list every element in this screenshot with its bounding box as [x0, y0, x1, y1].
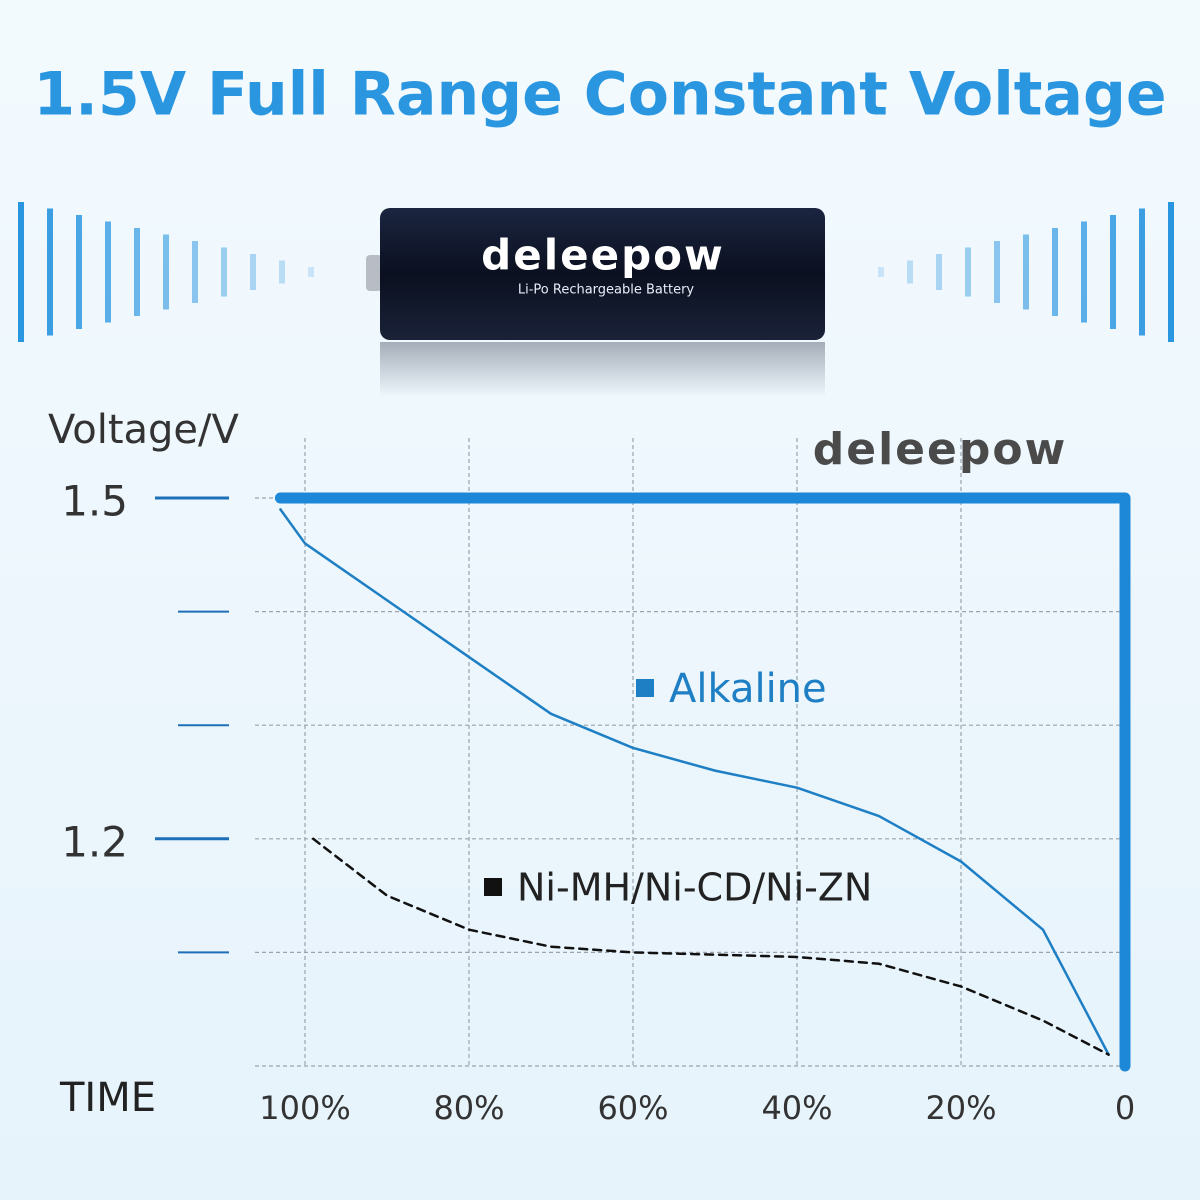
title: 1.5V Full Range Constant Voltage — [33, 60, 1166, 130]
signal-bar — [18, 202, 24, 342]
x-tick-label: 100% — [259, 1089, 350, 1127]
battery: deleepow Li-Po Rechargeable Battery — [366, 208, 825, 397]
battery-brand: deleepow — [481, 231, 725, 280]
signal-bar — [878, 267, 884, 277]
signal-bar — [250, 254, 256, 290]
legend-swatch — [636, 679, 654, 697]
battery-body — [380, 208, 825, 340]
legend-label: Alkaline — [669, 666, 827, 712]
x-tick-label: 20% — [925, 1089, 996, 1127]
signal-bar — [1139, 208, 1145, 336]
signal-bar — [221, 247, 227, 297]
signal-bar — [907, 260, 913, 284]
signal-bar — [279, 260, 285, 284]
series-line — [279, 508, 1110, 1056]
legend-swatch — [484, 878, 502, 896]
signal-bar — [47, 208, 53, 336]
battery-reflection — [380, 342, 825, 397]
battery-label: Li-Po Rechargeable Battery — [518, 283, 695, 298]
legend-label: Ni-MH/Ni-CD/Ni-ZN — [517, 866, 872, 910]
y-tick-label: 1.5 — [61, 477, 128, 526]
x-tick-label: 40% — [761, 1089, 832, 1127]
signal-bar — [1168, 202, 1174, 342]
signal-bar — [1110, 215, 1116, 329]
signal-bar — [1052, 228, 1058, 316]
signal-bar — [163, 234, 169, 310]
x-tick-label: 60% — [597, 1089, 668, 1127]
x-tick-label: 80% — [433, 1089, 504, 1127]
signal-bar — [1023, 234, 1029, 310]
x-axis-label: TIME — [59, 1075, 156, 1121]
signal-bar — [76, 215, 82, 329]
signal-bar — [308, 267, 314, 277]
y-tick-label: 1.2 — [61, 817, 128, 866]
signal-bar — [105, 221, 111, 323]
y-axis-label: Voltage/V — [48, 407, 240, 453]
series-line — [274, 492, 1131, 1072]
signal-bar — [994, 241, 1000, 303]
x-tick-label: 0 — [1115, 1089, 1135, 1127]
signal-bar — [936, 254, 942, 290]
series-line — [311, 837, 1110, 1056]
signal-bar — [1081, 221, 1087, 323]
battery-terminal — [366, 255, 382, 291]
signal-bar — [192, 241, 198, 303]
signal-bar — [965, 247, 971, 297]
brand-logo: deleepow — [813, 424, 1067, 475]
signal-bar — [134, 228, 140, 316]
